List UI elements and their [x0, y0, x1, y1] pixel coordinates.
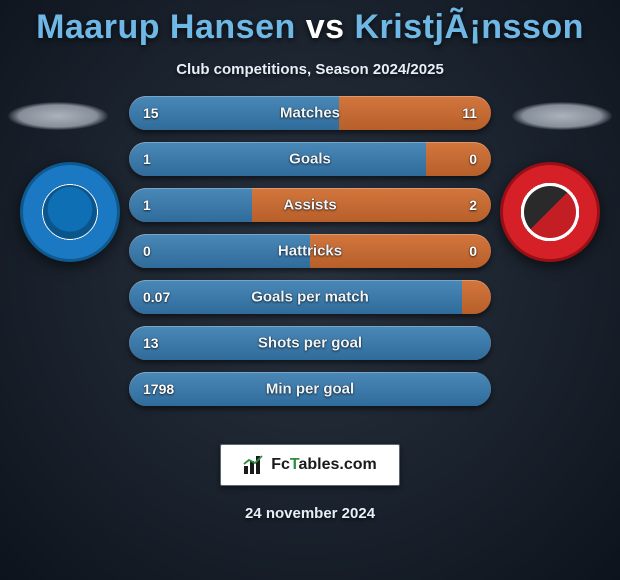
- stat-value-left: 0: [143, 243, 151, 259]
- player-right-shadow: [512, 102, 612, 130]
- logo-text-rest: ables.com: [299, 456, 377, 473]
- club-right-badge: [500, 162, 600, 262]
- stat-value-right: 2: [469, 197, 477, 213]
- stat-value-right: 0: [469, 151, 477, 167]
- player-left-shadow: [8, 102, 108, 130]
- stat-label: Min per goal: [266, 381, 354, 398]
- stat-value-left: 15: [143, 105, 159, 121]
- player-right-name: KristjÃ¡nsson: [355, 8, 584, 46]
- stat-value-left: 13: [143, 335, 159, 351]
- stat-bar: 13 Shots per goal: [129, 326, 491, 360]
- stat-bar: 1 Goals 0: [129, 142, 491, 176]
- stat-value-left: 1798: [143, 381, 174, 397]
- stat-bar: 1 Assists 2: [129, 188, 491, 222]
- stat-bar: 1798 Min per goal: [129, 372, 491, 406]
- stat-bar-fill: [129, 142, 426, 176]
- stat-label: Assists: [283, 197, 336, 214]
- bars-icon: [243, 455, 265, 475]
- stat-bar: 15 Matches 11: [129, 96, 491, 130]
- stat-value-right: 0: [469, 243, 477, 259]
- date-label: 24 november 2024: [245, 505, 375, 522]
- club-left-badge: [20, 162, 120, 262]
- stat-bars: 15Matches111Goals01Assists20Hattricks00.…: [129, 96, 491, 406]
- subtitle: Club competitions, Season 2024/2025: [0, 61, 620, 78]
- vs-separator: vs: [306, 8, 345, 46]
- logo-text-accent: T: [290, 456, 299, 473]
- stat-label: Hattricks: [278, 243, 342, 260]
- stat-label: Goals per match: [251, 289, 369, 306]
- stat-value-left: 1: [143, 151, 151, 167]
- source-logo: FcTables.com: [220, 444, 400, 486]
- comparison-area: 15Matches111Goals01Assists20Hattricks00.…: [0, 104, 620, 444]
- stat-bar: 0.07 Goals per match: [129, 280, 491, 314]
- logo-text-fc: Fc: [271, 456, 290, 473]
- stat-label: Shots per goal: [258, 335, 362, 352]
- stat-label: Goals: [289, 151, 331, 168]
- stat-value-left: 0.07: [143, 289, 170, 305]
- stat-bar: 0 Hattricks 0: [129, 234, 491, 268]
- stat-label: Matches: [280, 105, 340, 122]
- stat-value-left: 1: [143, 197, 151, 213]
- stat-value-right: 11: [462, 105, 477, 121]
- player-left-name: Maarup Hansen: [36, 8, 296, 46]
- page-title: Maarup Hansen vs KristjÃ¡nsson: [0, 0, 620, 47]
- source-logo-text: FcTables.com: [271, 456, 377, 474]
